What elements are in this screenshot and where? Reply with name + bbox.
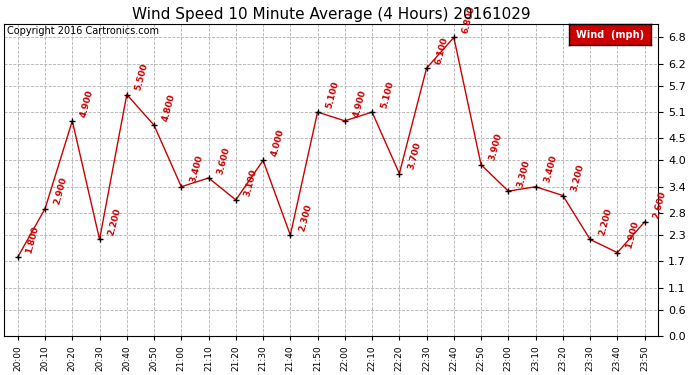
Text: 3.700: 3.700 [406,141,422,171]
Text: 3.200: 3.200 [570,163,586,193]
Text: Copyright 2016 Cartronics.com: Copyright 2016 Cartronics.com [7,26,159,36]
Text: 3.400: 3.400 [188,154,204,184]
Text: 1.900: 1.900 [624,220,640,250]
Text: 4.000: 4.000 [270,128,286,158]
Text: 4.900: 4.900 [352,88,368,118]
Text: 2.900: 2.900 [52,176,68,206]
Text: 6.100: 6.100 [433,36,449,65]
Text: 4.900: 4.900 [79,88,95,118]
Text: 1.800: 1.800 [25,225,41,254]
Text: 3.400: 3.400 [542,154,558,184]
Text: 5.100: 5.100 [379,80,395,109]
Text: 6.800: 6.800 [461,5,477,34]
Text: 3.300: 3.300 [515,159,531,188]
Text: 3.100: 3.100 [243,168,259,197]
Text: 5.100: 5.100 [324,80,340,109]
Text: 3.600: 3.600 [215,146,231,175]
Text: 2.600: 2.600 [651,190,667,219]
Text: 2.200: 2.200 [106,207,122,237]
Text: 2.300: 2.300 [297,203,313,232]
Text: 2.200: 2.200 [597,207,613,237]
Text: Wind  (mph): Wind (mph) [576,30,644,39]
Text: 4.800: 4.800 [161,93,177,123]
Text: 3.900: 3.900 [488,132,504,162]
Title: Wind Speed 10 Minute Average (4 Hours) 20161029: Wind Speed 10 Minute Average (4 Hours) 2… [132,7,531,22]
Text: 5.500: 5.500 [134,62,150,92]
